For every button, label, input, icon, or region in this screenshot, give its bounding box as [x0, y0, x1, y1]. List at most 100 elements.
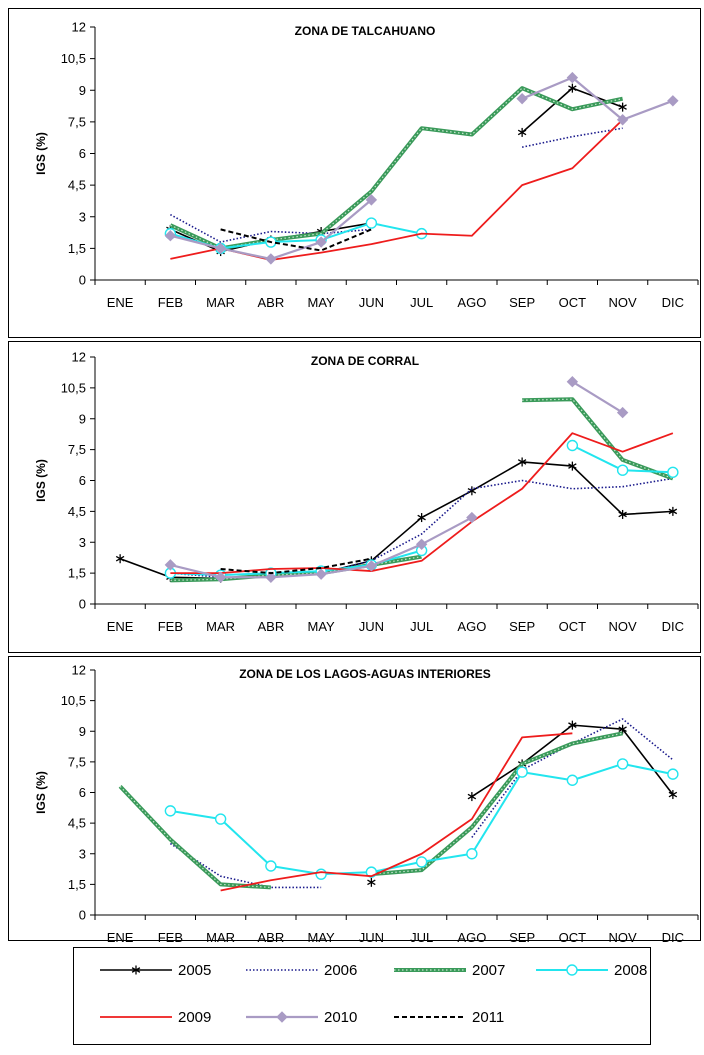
series-2005 — [166, 83, 627, 257]
x-tick-label: ENE — [107, 619, 134, 634]
x-tick-label: JUL — [410, 930, 433, 945]
chart-legend: 2005 2006 2007 2008 2009 2010 2011 — [73, 947, 651, 1045]
data-point-2008 — [164, 805, 177, 817]
x-tick-label: JUN — [359, 930, 384, 945]
y-tick-label: 3 — [79, 535, 86, 550]
series-2008 — [164, 439, 679, 581]
legend-swatch-2010 — [246, 1011, 318, 1023]
y-tick-label: 7,5 — [68, 754, 86, 769]
series-line-2010 — [521, 76, 674, 121]
y-tick-label: 7,5 — [68, 442, 86, 457]
data-point-2010 — [164, 559, 177, 571]
x-tick-label: DIC — [662, 619, 684, 634]
x-tick-label: FEB — [158, 295, 183, 310]
chart-panel-2 — [8, 341, 701, 653]
x-tick-label: OCT — [559, 295, 587, 310]
series-2008 — [164, 758, 679, 880]
series-line-2009 — [170, 432, 674, 575]
chart-panel-1 — [8, 8, 701, 338]
chart-title: ZONA DE TALCAHUANO — [295, 24, 436, 38]
data-point-2005 — [568, 461, 577, 471]
data-point-2008 — [415, 856, 428, 868]
data-point-2010 — [315, 568, 327, 580]
y-tick-label: 4,5 — [68, 504, 86, 519]
data-point-2005 — [618, 102, 627, 112]
data-point-2008 — [667, 768, 679, 780]
x-tick-label: FEB — [158, 930, 183, 945]
series-line-2007 — [522, 397, 674, 481]
x-tick-label: DIC — [662, 930, 684, 945]
y-tick-label: 10,5 — [61, 51, 86, 66]
data-point-2008 — [667, 466, 679, 478]
y-tick-label: 10,5 — [61, 693, 86, 708]
series-line-2007 — [118, 785, 271, 890]
y-tick-label: 10,5 — [61, 380, 86, 395]
data-point-2010 — [415, 538, 428, 551]
data-point-2010 — [265, 253, 277, 265]
legend-label-2010: 2010 — [324, 1009, 358, 1026]
series-2009 — [170, 119, 624, 261]
data-point-2005 — [115, 554, 125, 564]
data-point-2008 — [214, 813, 227, 825]
x-tick-label: ENE — [107, 295, 134, 310]
series-2005 — [367, 720, 678, 887]
x-tick-label: SEP — [509, 619, 535, 634]
x-tick-label: MAY — [308, 619, 336, 634]
x-tick-label: MAY — [308, 295, 336, 310]
y-tick-label: 3 — [79, 846, 86, 861]
data-point-2005 — [417, 513, 426, 523]
legend-swatch-2007 — [394, 968, 466, 972]
data-point-2008 — [516, 766, 528, 778]
series-2011 — [220, 228, 372, 252]
chart-2: ZONA DE CORRAL IGS (%) 0 1,5 3 4,5 6 7,5 9 10,5 12… — [34, 350, 699, 634]
series-2007 — [169, 86, 624, 251]
series-2010 — [164, 71, 679, 265]
legend-label-2009: 2009 — [178, 1009, 212, 1026]
series-2010 — [164, 375, 629, 583]
data-point-2010 — [516, 92, 528, 105]
x-tick-label: OCT — [559, 930, 587, 945]
data-point-2005 — [568, 720, 577, 730]
data-point-2008 — [566, 439, 579, 452]
legend-swatch-2011 — [394, 1016, 466, 1018]
x-tick-label: ENE — [107, 930, 134, 945]
series-2011 — [220, 557, 372, 575]
series-2006 — [169, 127, 623, 243]
y-tick-label: 0 — [79, 597, 86, 612]
y-tick-label: 1,5 — [68, 877, 86, 892]
x-tick-label: NOV — [609, 619, 638, 634]
y-tick-label: 9 — [79, 83, 86, 98]
data-point-2010 — [265, 571, 277, 583]
data-point-2008 — [616, 464, 629, 476]
x-tick-label: ABR — [258, 619, 285, 634]
y-axis-label: IGS (%) — [34, 132, 48, 175]
y-tick-label: 12 — [72, 20, 86, 35]
legend-marker — [276, 1011, 288, 1023]
series-line-2007 — [169, 86, 624, 251]
legend-swatch-2009 — [100, 1016, 172, 1018]
legend-label-2006: 2006 — [324, 962, 358, 979]
x-tick-label: AGO — [457, 619, 486, 634]
legend-swatch-2006 — [246, 969, 318, 971]
x-tick-label: AGO — [457, 295, 486, 310]
y-tick-label: 12 — [72, 663, 86, 678]
x-tick-label: SEP — [509, 295, 535, 310]
data-point-2005 — [517, 457, 527, 467]
data-point-2010 — [566, 71, 579, 84]
y-tick-label: 6 — [79, 473, 86, 488]
y-axis-label: IGS (%) — [34, 771, 48, 814]
y-tick-label: 4,5 — [68, 816, 86, 831]
series-line-2006 — [169, 842, 322, 889]
data-point-2005 — [367, 877, 376, 887]
series-line-overlay-2007 — [522, 398, 674, 480]
series-line-2006 — [170, 477, 674, 579]
legend-marker — [131, 965, 141, 975]
series-2009 — [170, 432, 674, 575]
data-point-2008 — [566, 774, 579, 786]
data-point-2005 — [668, 506, 678, 516]
chart-1: ZONA DE TALCAHUANO IGS (%) 0 1,5 3 4,5 6 7,5 9 10… — [34, 20, 699, 310]
x-tick-label: NOV — [609, 930, 638, 945]
data-point-2010 — [566, 375, 579, 388]
x-tick-label: MAR — [206, 619, 235, 634]
series-line-2006 — [521, 127, 623, 148]
